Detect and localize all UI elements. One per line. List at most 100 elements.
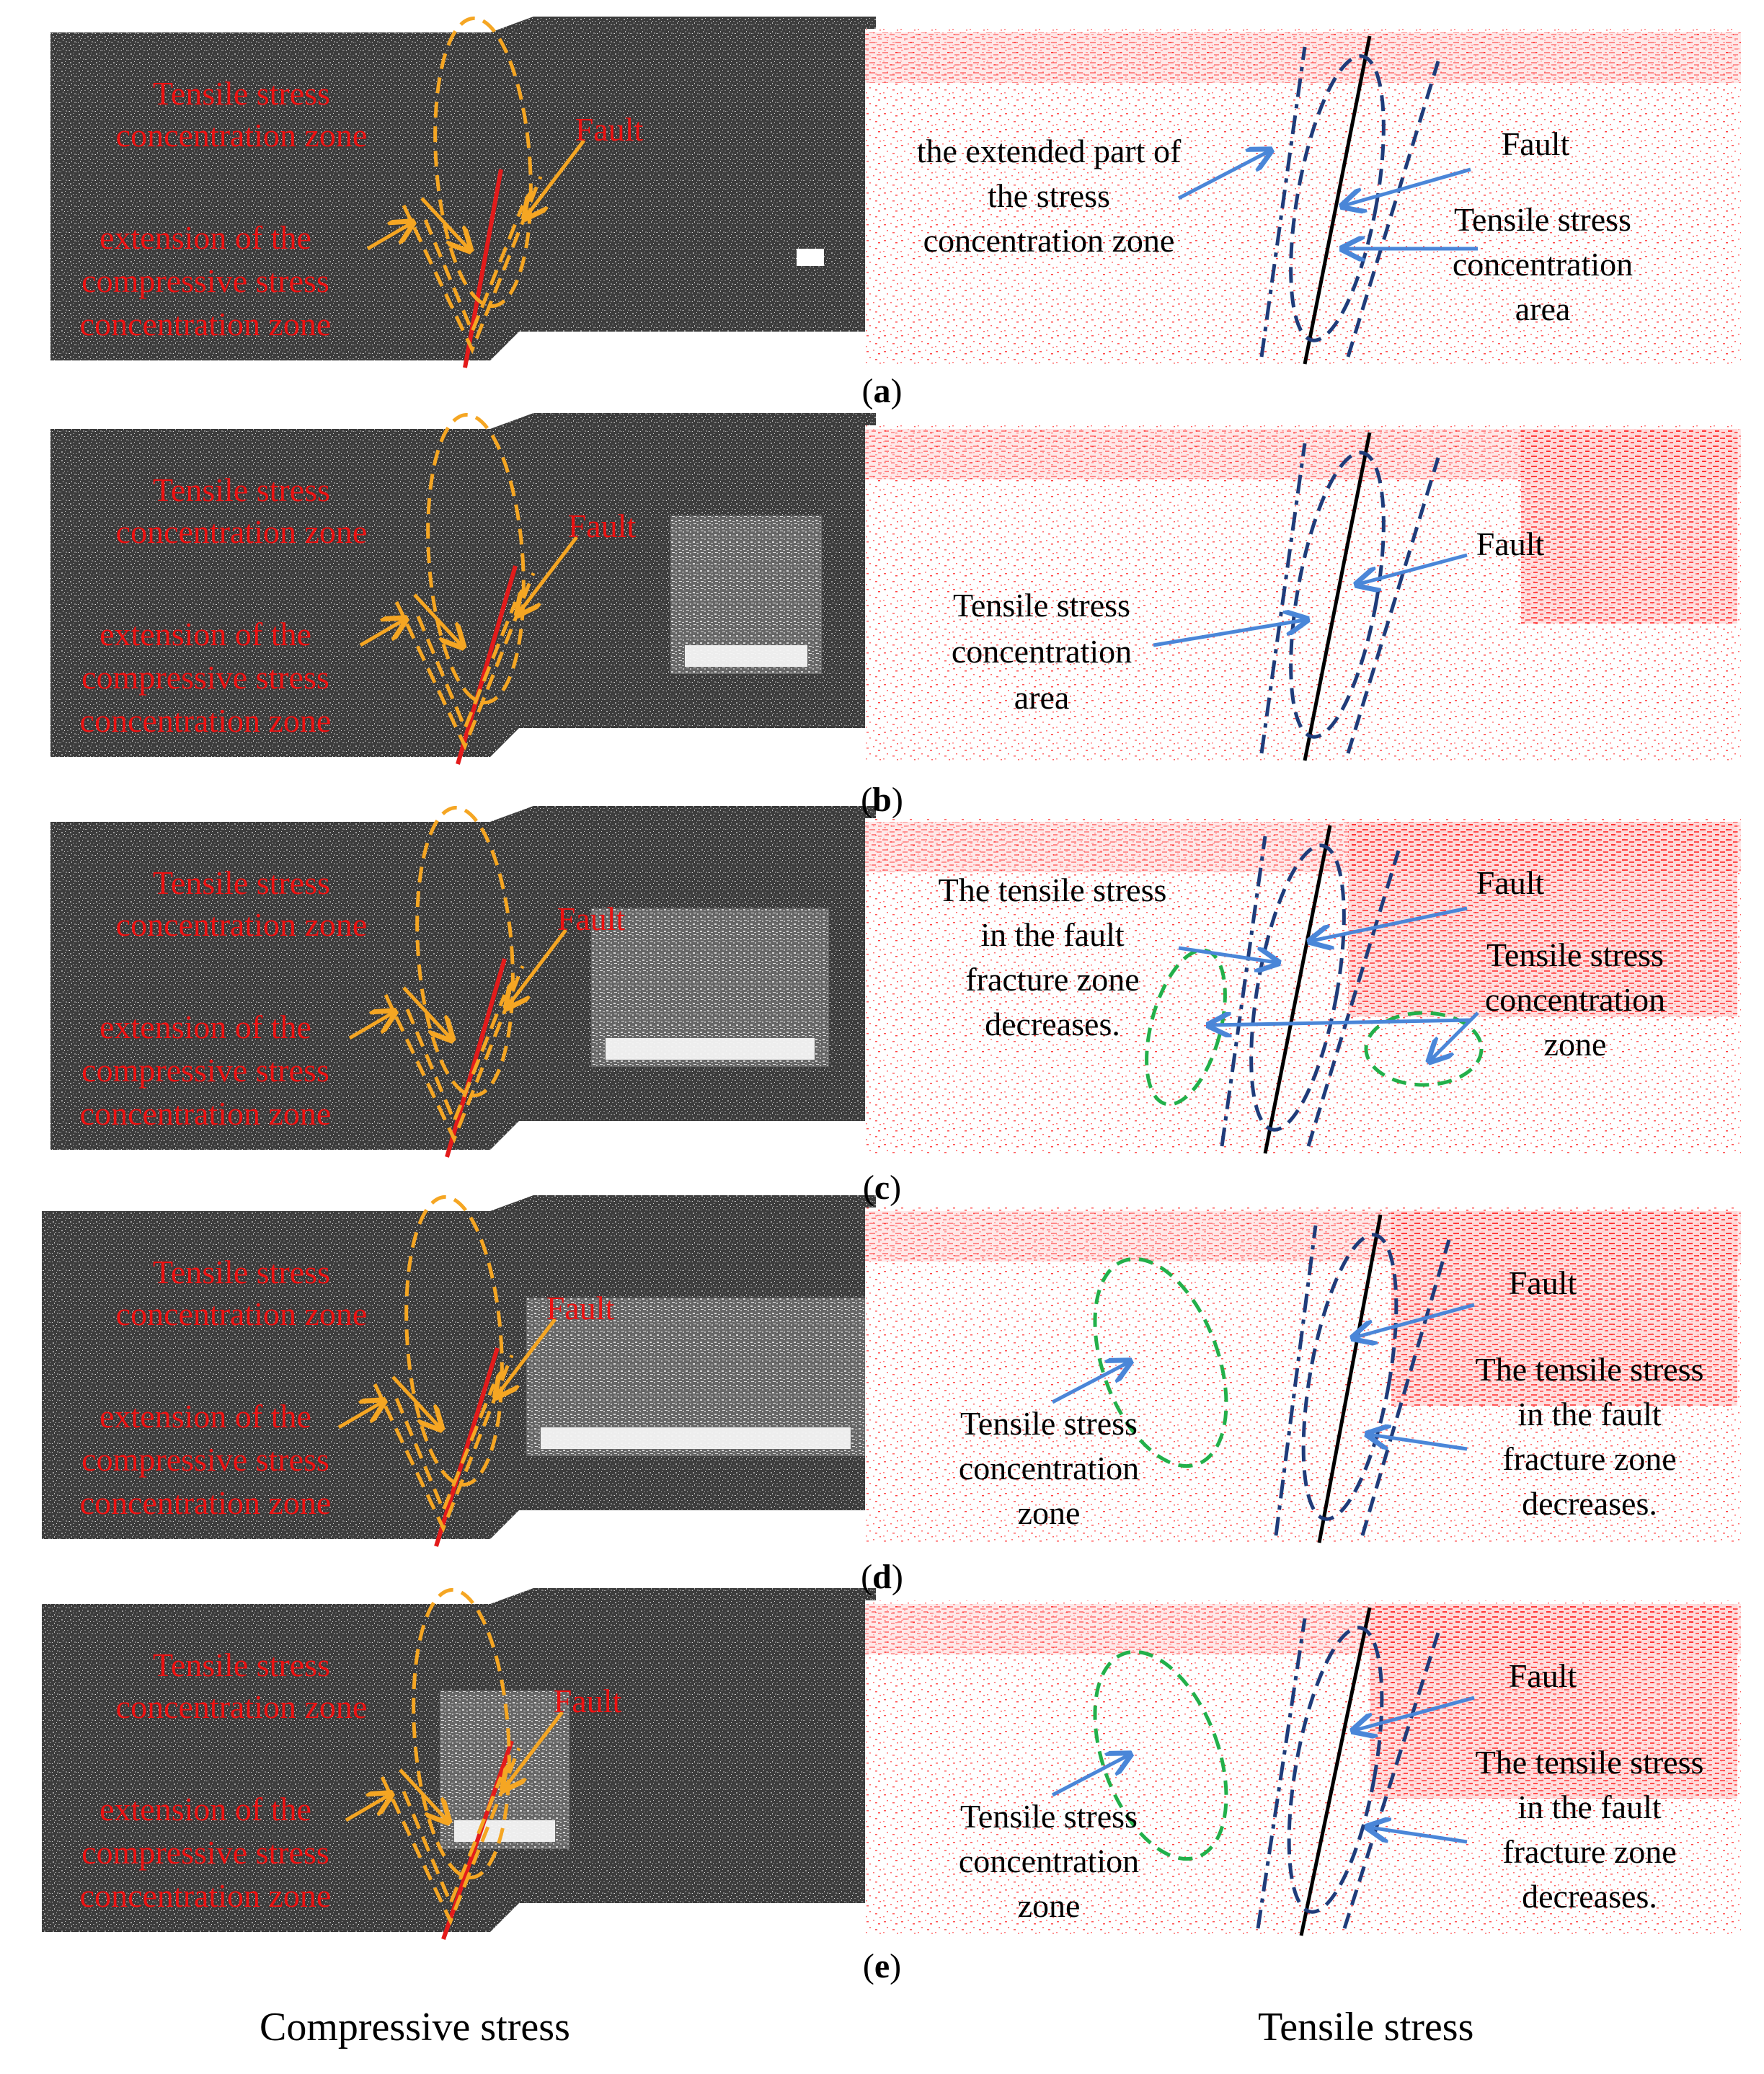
fault-label: Fault	[557, 900, 626, 937]
compressive-panel: Tensile stress concentration zone Fault ext…	[42, 1195, 876, 1547]
extension-arrow	[348, 1013, 393, 1040]
compressive-panel: Tensile stress concentration zone Fault ext…	[50, 412, 876, 765]
fault-arrow	[519, 536, 578, 613]
extension-label-line: concentration zone	[80, 702, 332, 739]
panel-letter: d	[872, 1558, 892, 1596]
tensile-concentration-zone	[1364, 1011, 1484, 1087]
panel-caption-a: (a)	[861, 372, 903, 410]
tensile-zone-arrow	[399, 1768, 447, 1820]
fault-label: Fault	[554, 1683, 622, 1719]
tensile-area-label: Tensile stress concentration area	[952, 587, 1132, 716]
fault-arrow	[526, 139, 585, 216]
tensile-zone-label: Tensile stress concentration zone	[959, 1405, 1139, 1531]
tensile-zone-label: Tensile stress concentration zone	[116, 75, 368, 154]
damage-band	[685, 645, 807, 667]
fault-label: Fault	[1476, 526, 1545, 562]
compressive-extension-outline	[402, 176, 543, 355]
panel-caption-e: (e)	[862, 1947, 902, 1985]
fault-stress-ellipse	[1289, 54, 1386, 342]
fault-zone-boundary-left	[1274, 1225, 1318, 1536]
tensile-zone-label-line: zone	[1544, 1026, 1607, 1063]
decreases-label-line: fracture zone	[965, 961, 1139, 998]
tensile-zone-ellipse	[404, 1195, 504, 1487]
extension-label: extension of the compressive stress concen…	[80, 1791, 332, 1914]
tensile-zone-label-line: Tensile stress	[960, 1405, 1138, 1442]
decreases-label-line: in the fault	[1517, 1789, 1661, 1825]
fault-stress-ellipse	[1249, 843, 1346, 1132]
fault-label: Fault	[575, 111, 644, 148]
damage-band	[541, 1427, 851, 1449]
tensile-dense-zone	[1370, 1604, 1737, 1799]
decreases-label: The tensile stress in the fault fracture z…	[1476, 1744, 1704, 1915]
damage-spot	[797, 249, 824, 266]
decreases-label-line: decreases.	[985, 1006, 1120, 1042]
tensile-zone-ellipse	[412, 1587, 511, 1880]
figure-row-b: Tensile stress concentration zone Fault ext…	[50, 412, 1741, 765]
decreases-label: The tensile stress in the fault fracture z…	[939, 872, 1167, 1042]
extension-label-line: concentration zone	[80, 1877, 332, 1914]
tensile-zone-label-line: Tensile stress	[153, 471, 330, 508]
tensile-zone-label-line: concentration zone	[116, 1295, 368, 1332]
fault-label-line: Fault	[1509, 1657, 1577, 1694]
fault-arrow	[505, 1711, 564, 1788]
extension-label-line: compressive stress	[81, 659, 329, 696]
compressive-stress-label: Compressive stress	[260, 2005, 570, 2049]
tensile-zone-label-line: concentration zone	[116, 906, 368, 943]
panel-letter: e	[874, 1947, 890, 1985]
compressive-field	[50, 413, 876, 757]
extension-arrow	[337, 1402, 382, 1430]
fault-stress-ellipse	[1289, 451, 1386, 739]
fault-label-line: Fault	[1476, 526, 1545, 562]
fault-zone-boundary-left	[1256, 1618, 1307, 1929]
tensile-zone-label-line: concentration	[1485, 981, 1665, 1018]
tensile-zone-label-line: concentration zone	[116, 513, 368, 550]
extension-arrow	[345, 1795, 389, 1822]
extension-arrow	[366, 223, 411, 251]
extended-part-label-line: the stress	[988, 177, 1110, 214]
decreases-label-line: decreases.	[1522, 1878, 1657, 1915]
tensile-zone-label-line: zone	[1018, 1494, 1081, 1531]
tensile-zone-arrow	[391, 1375, 440, 1427]
reduced-zone-arrow	[1211, 1020, 1471, 1025]
panel-caption-b: (b)	[861, 781, 903, 819]
extension-label-line: concentration zone	[80, 1484, 332, 1521]
tensile-zone-label-line: Tensile stress	[153, 864, 330, 901]
fault-label: Fault	[1509, 1657, 1577, 1694]
tensile-panel: The tensile stress in the fault fracture z…	[865, 818, 1741, 1154]
tensile-panel: Fault Tensile stress concentration zone The …	[865, 1207, 1741, 1543]
extension-label-line: extension of the	[99, 219, 311, 256]
extension-label: extension of the compressive stress concen…	[80, 616, 332, 739]
fault-label: Fault	[546, 1290, 615, 1326]
decreases-label: The tensile stress in the fault fracture z…	[1476, 1351, 1704, 1522]
tensile-zone-label-line: concentration	[959, 1843, 1139, 1879]
fault-zone-boundary-right	[1342, 1632, 1440, 1929]
tensile-zone-label-line: zone	[1018, 1887, 1081, 1924]
decreases-arrow	[1370, 1435, 1468, 1451]
fault-label-line: Fault	[1476, 864, 1545, 901]
damage-band	[454, 1820, 555, 1842]
figure-row-c: Tensile stress concentration zone Fault ext…	[50, 805, 1741, 1158]
tensile-zone-arrow	[1431, 1011, 1479, 1060]
decreases-arrow	[1178, 946, 1276, 962]
tensile-zone-arrow	[1051, 1362, 1128, 1404]
extension-label-line: concentration zone	[80, 1095, 332, 1132]
extension-label-line: extension of the	[99, 1791, 311, 1827]
extension-label-line: extension of the	[99, 1009, 311, 1045]
decreases-label-line: in the fault	[980, 916, 1124, 953]
fault-line	[463, 169, 503, 368]
fault-zone-boundary-right	[1306, 850, 1401, 1147]
extension-label-line: extension of the	[99, 1398, 311, 1435]
tensile-area-label: Tensile stress concentration area	[1453, 201, 1633, 327]
compressive-extension-inner	[405, 994, 507, 1126]
fault-label: Fault	[1509, 1264, 1577, 1301]
tensile-zone-label-line: Tensile stress	[153, 1647, 330, 1683]
compressive-field	[50, 17, 876, 360]
fault-line	[1263, 825, 1332, 1154]
tensile-zone-label: Tensile stress concentration zone	[116, 1254, 368, 1332]
tensile-zone-label-line: Tensile stress	[960, 1798, 1138, 1835]
compressive-extension-inner	[416, 601, 518, 733]
tensile-zone-label-line: concentration zone	[116, 117, 368, 154]
decreases-label-line: fracture zone	[1502, 1833, 1676, 1870]
fault-arrow	[497, 1318, 557, 1395]
